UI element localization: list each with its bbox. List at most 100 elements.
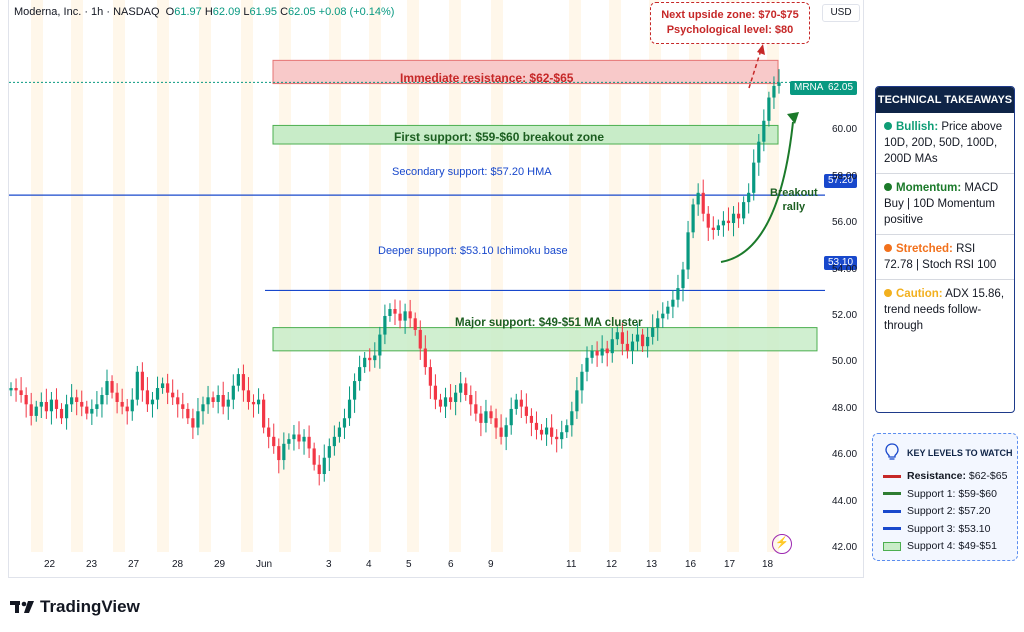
key-level-value: $62-$65: [968, 470, 1008, 482]
candle-body: [226, 399, 230, 407]
key-level-name: Support 3:: [907, 522, 959, 535]
x-tick-label: 28: [172, 559, 184, 570]
symbol-header[interactable]: Moderna, Inc. · 1h · NASDAQ O61.97 H62.0…: [14, 6, 395, 18]
candle-body: [251, 401, 256, 405]
currency-button[interactable]: USD: [822, 4, 860, 22]
candle-body: [585, 357, 589, 372]
candle-body: [105, 381, 109, 395]
status-dot-icon: [884, 183, 892, 191]
candle-body: [201, 404, 205, 412]
open-value: 61.97: [174, 6, 202, 18]
symbol-name[interactable]: Moderna, Inc.: [14, 6, 82, 18]
candle-body: [267, 427, 271, 437]
key-level-name: Support 4:: [907, 540, 959, 552]
candle-body: [539, 429, 544, 435]
candle-body: [297, 434, 301, 442]
candle-body: [489, 411, 493, 419]
candle-body: [676, 288, 680, 300]
candle-body: [171, 392, 175, 398]
candle-body: [736, 213, 741, 219]
status-dot-icon: [884, 244, 892, 252]
candle-body: [469, 395, 473, 405]
key-level-item: Support 2: $57.20: [883, 505, 991, 517]
candle-body: [681, 269, 685, 289]
close-label: C: [280, 6, 289, 18]
breakout-line-2: rally: [782, 201, 806, 213]
candle-body: [448, 397, 453, 402]
candle-body: [544, 427, 549, 435]
low-label: L: [243, 6, 250, 18]
y-tick-label: 52.00: [832, 309, 858, 321]
candle-body: [352, 381, 357, 400]
candle-body: [459, 383, 463, 393]
candle-body: [145, 390, 150, 405]
key-level-item: Support 4: $49-$51: [883, 540, 997, 552]
candle-body: [550, 427, 554, 437]
session-stripe: [199, 0, 211, 552]
candle-body: [332, 436, 336, 447]
candle-body: [666, 306, 670, 314]
x-tick-label: 9: [488, 559, 494, 570]
candle-body: [393, 309, 397, 314]
candle-body: [595, 350, 599, 356]
takeaway-item: Caution: ADX 15.86, trend needs follow-t…: [876, 280, 1014, 340]
status-dot-icon: [884, 122, 892, 130]
x-tick-label: 29: [214, 559, 226, 570]
key-level-value: $57.20: [958, 505, 991, 517]
candle-body: [196, 411, 200, 428]
takeaway-text: RSI 72.78 | Stoch RSI 100: [884, 243, 997, 271]
candle-body: [742, 202, 746, 219]
candle-body: [216, 395, 220, 402]
key-level-value: $53.10: [958, 522, 991, 535]
candle-body: [347, 399, 352, 419]
candle-body: [711, 227, 715, 230]
candle-body: [54, 399, 59, 409]
candle-body: [575, 390, 579, 412]
candle-body: [29, 404, 33, 416]
lightning-icon[interactable]: ⚡: [772, 534, 792, 554]
session-stripe: [71, 0, 83, 552]
candle-body: [640, 334, 645, 347]
candle-body: [49, 399, 54, 412]
candle-body: [428, 367, 432, 386]
key-levels-title: KEY LEVELS TO WATCH: [907, 448, 1013, 458]
candle-body: [691, 204, 695, 233]
key-level-item: Resistance: $62-$65: [883, 470, 1007, 482]
candle-body: [9, 388, 13, 391]
candle-body: [155, 388, 160, 400]
upside-arrowhead-icon: [757, 44, 765, 55]
interval[interactable]: 1h: [91, 6, 104, 18]
last-price-tag[interactable]: 62.05: [824, 81, 858, 95]
legend-swatch: [883, 509, 901, 513]
candle-body: [14, 388, 18, 391]
candle-body: [716, 225, 720, 230]
close-value: 62.05: [288, 6, 316, 18]
ticker-tag: MRNA: [790, 81, 828, 95]
high-label: H: [204, 6, 213, 18]
breakout-arrow: [720, 121, 794, 263]
candle-body: [423, 348, 427, 368]
candle-body: [307, 436, 311, 449]
candle-body: [580, 371, 584, 391]
takeaway-title: Bullish:: [896, 121, 939, 133]
candle-body: [90, 408, 94, 414]
breakout-annotation: Breakout rally: [770, 186, 818, 214]
key-level-value: $59-$60: [958, 487, 997, 500]
candle-body: [635, 334, 640, 342]
chart-pane[interactable]: [8, 0, 864, 578]
resistance-zone: [272, 59, 779, 85]
tradingview-logo-icon[interactable]: [10, 599, 40, 615]
candle-body: [186, 408, 190, 419]
brand-name[interactable]: TradingView: [40, 597, 140, 616]
candle-body: [630, 341, 635, 351]
candle-body: [383, 315, 387, 335]
candle-body: [150, 399, 155, 405]
candle-body: [686, 232, 690, 270]
takeaways-title: TECHNICAL TAKEAWAYS: [876, 87, 1014, 113]
candle-body: [34, 406, 38, 416]
candle-body: [59, 408, 64, 419]
candle-body: [752, 162, 756, 193]
takeaway-item: Momentum: MACD Buy | 10D Momentum positi…: [876, 174, 1014, 235]
price-chart[interactable]: [9, 0, 865, 578]
